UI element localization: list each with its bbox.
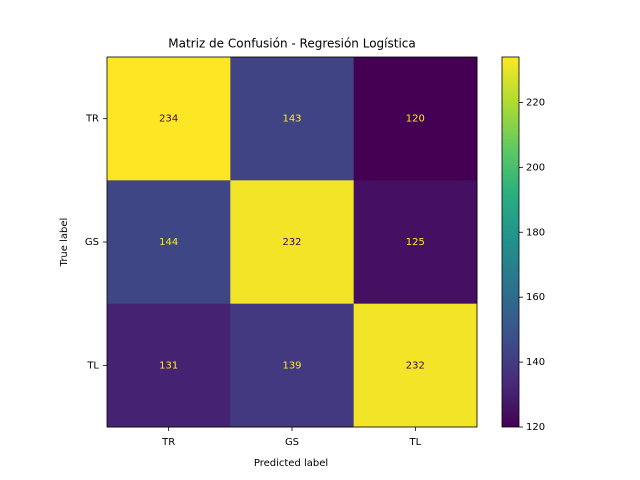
x-tick-label: TL bbox=[408, 437, 421, 448]
y-tick-label: TL bbox=[86, 360, 99, 371]
cell bbox=[230, 57, 355, 181]
cell-label: 143 bbox=[282, 114, 301, 125]
colorbar bbox=[501, 56, 520, 428]
cell bbox=[230, 303, 355, 428]
y-tick-label: GS bbox=[85, 237, 99, 248]
colorbar-tick-label: 220 bbox=[526, 97, 545, 108]
cell-label: 131 bbox=[159, 360, 178, 371]
cell bbox=[353, 57, 478, 181]
cell-label: 125 bbox=[406, 237, 425, 248]
colorbar-tick-label: 180 bbox=[526, 227, 545, 238]
cell bbox=[353, 303, 478, 428]
x-axis-label: Predicted label bbox=[254, 458, 328, 469]
colorbar-tick-label: 160 bbox=[526, 292, 545, 303]
cell-label: 120 bbox=[406, 114, 425, 125]
x-tick-label: TR bbox=[161, 437, 175, 448]
cell-label: 232 bbox=[406, 360, 425, 371]
cell bbox=[230, 180, 355, 305]
colorbar-tick-label: 140 bbox=[526, 357, 545, 368]
y-axis-label: True label bbox=[59, 218, 70, 268]
cell-label: 144 bbox=[159, 237, 178, 248]
cell-label: 232 bbox=[282, 237, 301, 248]
colorbar-tick-label: 120 bbox=[526, 422, 545, 433]
cell bbox=[107, 180, 231, 305]
chart-title: Matriz de Confusión - Regresión Logístic… bbox=[168, 37, 415, 51]
colorbar-tick-label: 200 bbox=[526, 162, 545, 173]
cell-label: 234 bbox=[159, 114, 178, 125]
cell bbox=[353, 180, 478, 305]
cell bbox=[107, 303, 231, 428]
y-tick-label: TR bbox=[85, 114, 99, 125]
cell-label: 139 bbox=[282, 360, 301, 371]
cell bbox=[107, 57, 231, 181]
x-tick-label: GS bbox=[285, 437, 299, 448]
